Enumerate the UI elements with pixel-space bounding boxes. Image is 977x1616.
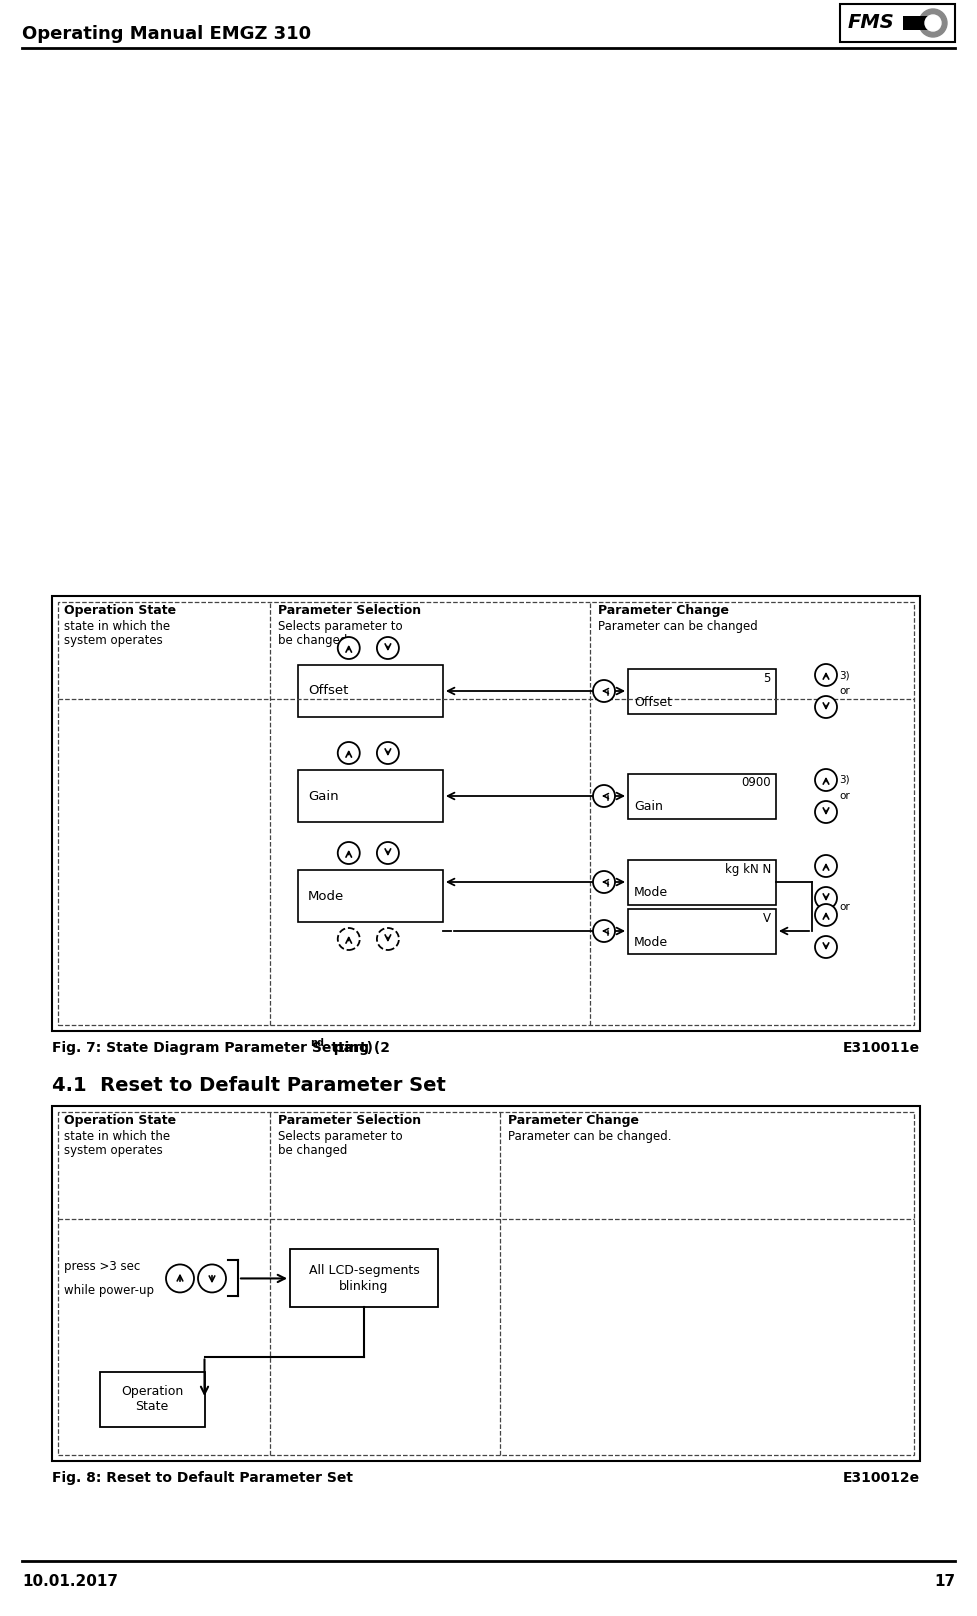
Circle shape: [593, 680, 615, 701]
Text: press >3 sec: press >3 sec: [64, 1260, 141, 1273]
Text: or: or: [839, 902, 850, 911]
Bar: [903, 16, 931, 31]
Text: 17: 17: [934, 1574, 955, 1589]
Text: Gain: Gain: [634, 800, 662, 813]
Bar: [628, 908, 776, 953]
Text: Gain: Gain: [308, 790, 339, 803]
Circle shape: [166, 1264, 194, 1293]
Circle shape: [593, 871, 615, 894]
Text: Parameter Change: Parameter Change: [598, 604, 729, 617]
Text: Fig. 7: State Diagram Parameter Setting (2: Fig. 7: State Diagram Parameter Setting …: [52, 1041, 390, 1055]
Circle shape: [815, 664, 837, 687]
Text: state in which the: state in which the: [64, 621, 170, 633]
Text: or: or: [839, 790, 850, 802]
Bar: [298, 666, 443, 718]
Circle shape: [338, 842, 360, 865]
Bar: [840, 3, 955, 42]
Text: Parameter Change: Parameter Change: [508, 1113, 639, 1126]
Text: Fig. 8: Reset to Default Parameter Set: Fig. 8: Reset to Default Parameter Set: [52, 1471, 353, 1485]
Text: 3): 3): [839, 776, 850, 785]
Text: Offset: Offset: [634, 695, 672, 708]
Circle shape: [338, 742, 360, 764]
Text: 10.01.2017: 10.01.2017: [22, 1574, 118, 1589]
Circle shape: [815, 802, 837, 823]
Text: Parameter Selection: Parameter Selection: [278, 604, 421, 617]
Text: Operation: Operation: [121, 1385, 183, 1398]
Text: Operation State: Operation State: [64, 604, 176, 617]
Text: Parameter can be changed.: Parameter can be changed.: [508, 1130, 671, 1143]
Circle shape: [925, 15, 941, 31]
Bar: [628, 669, 776, 714]
Text: kg kN N: kg kN N: [725, 863, 771, 876]
Text: part): part): [324, 1041, 373, 1055]
Text: or: or: [839, 687, 850, 696]
Circle shape: [593, 920, 615, 942]
Text: Offset: Offset: [308, 685, 349, 698]
Circle shape: [338, 637, 360, 659]
Text: be changed: be changed: [278, 633, 348, 646]
Bar: [52, 1105, 920, 1461]
Circle shape: [815, 887, 837, 908]
Text: Operating Manual EMGZ 310: Operating Manual EMGZ 310: [22, 24, 311, 44]
Text: blinking: blinking: [339, 1280, 389, 1293]
Text: Mode: Mode: [308, 889, 344, 902]
Bar: [298, 869, 443, 923]
Text: Parameter can be changed: Parameter can be changed: [598, 621, 758, 633]
Circle shape: [815, 903, 837, 926]
Text: state in which the: state in which the: [64, 1130, 170, 1143]
Text: All LCD-segments: All LCD-segments: [309, 1264, 419, 1277]
Circle shape: [815, 696, 837, 718]
Bar: [628, 774, 776, 818]
Text: be changed: be changed: [278, 1144, 348, 1157]
Text: 3): 3): [839, 671, 850, 680]
Circle shape: [377, 637, 399, 659]
Text: system operates: system operates: [64, 1144, 163, 1157]
Circle shape: [593, 785, 615, 806]
Circle shape: [377, 742, 399, 764]
Circle shape: [338, 928, 360, 950]
Bar: [100, 1372, 204, 1427]
Circle shape: [377, 842, 399, 865]
Text: E310012e: E310012e: [843, 1471, 920, 1485]
Bar: [58, 603, 914, 1025]
Text: nd: nd: [311, 1037, 324, 1049]
Bar: [628, 860, 776, 905]
Text: 5: 5: [764, 672, 771, 685]
Text: Selects parameter to: Selects parameter to: [278, 621, 403, 633]
Circle shape: [198, 1264, 226, 1293]
Text: FMS: FMS: [848, 13, 895, 32]
Text: 4.1  Reset to Default Parameter Set: 4.1 Reset to Default Parameter Set: [52, 1076, 446, 1096]
Text: Operation State: Operation State: [64, 1113, 176, 1126]
Text: Selects parameter to: Selects parameter to: [278, 1130, 403, 1143]
Text: Parameter Selection: Parameter Selection: [278, 1113, 421, 1126]
Text: V: V: [763, 911, 771, 924]
Circle shape: [377, 928, 399, 950]
Circle shape: [815, 769, 837, 790]
Circle shape: [815, 855, 837, 877]
Text: while power-up: while power-up: [64, 1285, 154, 1298]
Circle shape: [815, 936, 837, 958]
Text: Mode: Mode: [634, 936, 668, 949]
Text: Mode: Mode: [634, 887, 668, 900]
Bar: [58, 1112, 914, 1454]
Text: 0900: 0900: [742, 777, 771, 790]
Text: E310011e: E310011e: [843, 1041, 920, 1055]
Text: +: +: [196, 1270, 209, 1286]
Text: State: State: [136, 1401, 169, 1414]
Text: system operates: system operates: [64, 633, 163, 646]
Bar: [290, 1249, 438, 1307]
Bar: [52, 596, 920, 1031]
Bar: [298, 769, 443, 823]
Circle shape: [919, 10, 947, 37]
